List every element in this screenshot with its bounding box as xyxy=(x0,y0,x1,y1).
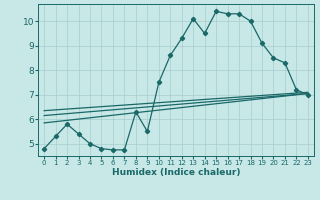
X-axis label: Humidex (Indice chaleur): Humidex (Indice chaleur) xyxy=(112,168,240,177)
